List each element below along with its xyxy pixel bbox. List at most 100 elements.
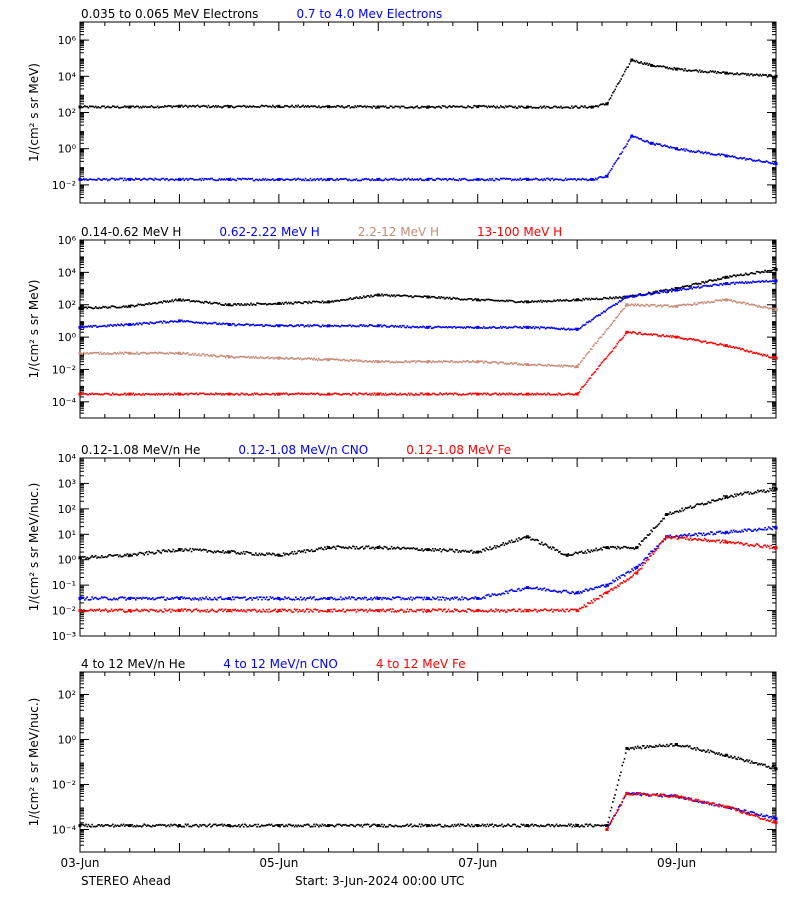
trace-dot <box>171 352 173 354</box>
trace-dot <box>459 299 462 301</box>
trace-dot <box>729 155 731 158</box>
trace-dot <box>698 69 701 72</box>
trace-dot <box>225 355 228 357</box>
trace-dot <box>452 325 455 328</box>
trace-dot <box>139 322 142 325</box>
trace-dot <box>541 364 543 367</box>
trace-dot <box>292 598 295 601</box>
trace-dot <box>257 357 260 359</box>
trace-dot <box>337 359 340 361</box>
data-point <box>277 553 281 557</box>
trace-dot <box>131 393 133 396</box>
trace-dot <box>455 106 457 108</box>
trace-dot <box>253 105 256 108</box>
trace-dot <box>219 551 222 553</box>
trace-dot <box>482 299 485 301</box>
trace-dot <box>445 392 447 394</box>
trace-dot <box>200 321 203 324</box>
y-tick-label: 10² <box>58 107 76 120</box>
trace-dot <box>309 392 312 395</box>
trace-dot <box>741 347 743 350</box>
trace-dot <box>624 296 627 298</box>
trace-dot <box>400 105 403 108</box>
trace-dot <box>764 269 766 272</box>
trace-dot <box>370 360 372 363</box>
trace-dot <box>457 179 460 182</box>
trace-dot <box>441 296 444 299</box>
trace-dot <box>525 300 528 303</box>
trace-dot <box>200 392 203 395</box>
trace-dot <box>170 300 172 303</box>
trace-dot <box>91 392 93 395</box>
trace-dot <box>771 162 774 164</box>
trace-dot <box>632 59 634 62</box>
trace-dot <box>215 179 217 182</box>
trace-dot <box>373 325 376 328</box>
trace-dot <box>515 301 518 304</box>
trace-dot <box>181 178 183 181</box>
trace-dot <box>276 302 279 305</box>
data-point <box>128 596 132 600</box>
trace-dot <box>618 313 621 315</box>
trace-dot <box>184 353 187 355</box>
trace-dot <box>280 324 283 326</box>
trace-dot <box>244 177 246 180</box>
trace-dot <box>159 301 161 304</box>
trace-dot <box>598 314 600 316</box>
trace-dot <box>103 105 106 108</box>
trace-dot <box>296 598 298 600</box>
trace-dot <box>435 326 438 328</box>
trace-dot <box>381 326 383 328</box>
trace-dot <box>650 303 652 306</box>
trace-dot <box>183 393 186 396</box>
trace-dot <box>215 355 217 358</box>
trace-dot <box>185 177 188 180</box>
trace-dot <box>674 286 677 289</box>
trace-dot <box>487 327 490 329</box>
trace-dot <box>720 283 723 285</box>
trace-dot <box>551 106 554 109</box>
data-point <box>426 392 430 396</box>
trace-dot <box>281 178 284 181</box>
trace-dot <box>473 393 475 395</box>
trace-dot <box>570 328 572 330</box>
trace-dot <box>309 596 312 598</box>
trace-dot <box>160 301 163 303</box>
trace-dot <box>516 540 519 542</box>
trace-dot <box>373 361 376 364</box>
trace-dot <box>410 179 412 181</box>
trace-dot <box>635 294 638 297</box>
trace-dot <box>114 106 116 109</box>
trace-dot <box>134 598 137 601</box>
trace-dot <box>161 596 164 599</box>
trace-dot <box>384 177 387 180</box>
trace-dot <box>385 106 388 109</box>
trace-dot <box>236 552 239 554</box>
trace-dot <box>279 599 281 601</box>
trace-dot <box>401 325 404 327</box>
trace-dot <box>569 393 571 396</box>
trace-dot <box>757 270 759 273</box>
trace-dot <box>291 179 293 181</box>
y-tick-label: 10⁰ <box>58 143 77 156</box>
trace-dot <box>126 553 129 555</box>
trace-dot <box>293 599 296 601</box>
trace-dot <box>102 325 104 327</box>
trace-dot <box>470 298 473 300</box>
trace-dot <box>510 299 513 302</box>
trace-dot <box>257 598 260 601</box>
trace-dot <box>752 74 754 77</box>
trace-dot <box>114 554 116 556</box>
trace-dot <box>93 393 96 395</box>
trace-dot <box>462 360 464 362</box>
trace-dot <box>307 179 309 181</box>
trace-dot <box>333 597 336 600</box>
trace-dot <box>147 322 149 325</box>
trace-dot <box>540 178 543 180</box>
trace-dot <box>658 334 661 337</box>
trace-dot <box>131 304 133 307</box>
trace-dot <box>215 104 217 107</box>
trace-dot <box>200 598 203 601</box>
trace-dot <box>313 178 315 180</box>
trace-dot <box>428 105 431 108</box>
